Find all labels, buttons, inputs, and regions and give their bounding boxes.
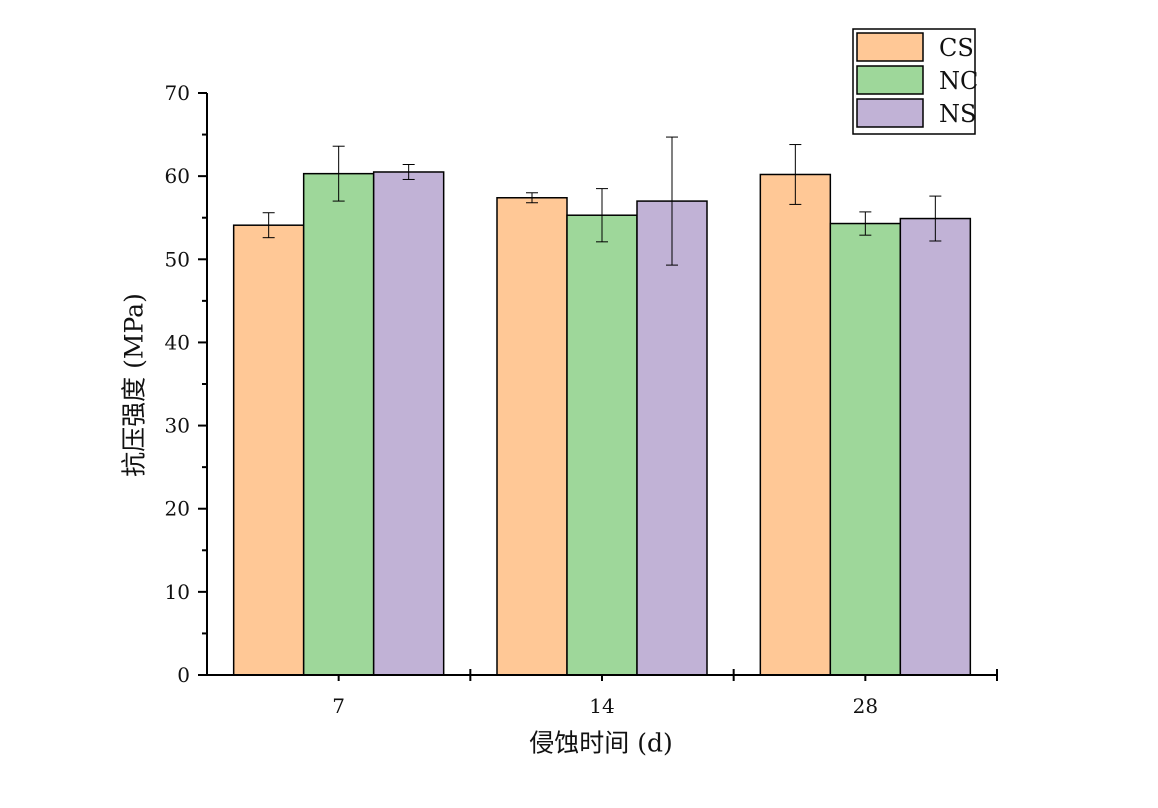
- error-bar-ns-7: [402, 164, 415, 180]
- bar-nc-14: [566, 214, 638, 676]
- legend-label-nc: NC: [939, 67, 978, 95]
- y-tick-label-50: 50: [165, 247, 190, 271]
- x-axis-title: 侵蚀时间 (d): [529, 729, 672, 758]
- bar-ns-14: [636, 200, 708, 676]
- bar-nc-7: [302, 172, 375, 676]
- y-tick-label-0: 0: [177, 663, 190, 687]
- legend-swatch-nc: [856, 65, 924, 95]
- x-tick-label-7: 7: [332, 694, 345, 718]
- error-bar-cs-14: [526, 192, 538, 204]
- bar-cs-14: [496, 197, 568, 676]
- bars-layer: [232, 171, 972, 676]
- bar-cs-7: [232, 224, 305, 676]
- legend: CS NC NS: [852, 28, 978, 135]
- x-tick-label-14: 14: [589, 694, 614, 718]
- bar-nc-28: [829, 222, 902, 676]
- legend-label-ns: NS: [939, 100, 976, 128]
- y-tick-label-60: 60: [165, 164, 190, 188]
- legend-label-cs: CS: [939, 34, 974, 62]
- error-bars-layer: [262, 136, 942, 266]
- y-tick-label-40: 40: [165, 330, 190, 354]
- legend-swatch-cs: [856, 32, 924, 62]
- bar-cs-28: [759, 173, 832, 676]
- error-bar-cs-7: [262, 212, 275, 239]
- error-bar-nc-14: [596, 188, 608, 243]
- error-bar-ns-14: [666, 136, 678, 266]
- x-tick-label-28: 28: [853, 694, 878, 718]
- error-bar-nc-7: [332, 145, 345, 202]
- y-axis-title: 抗压强度 (MPa): [120, 293, 149, 477]
- legend-swatch-ns: [856, 98, 924, 128]
- error-bar-cs-28: [789, 144, 802, 205]
- error-bar-nc-28: [859, 211, 872, 236]
- y-tick-label-70: 70: [165, 81, 190, 105]
- bar-ns-7: [372, 171, 445, 676]
- error-bar-ns-28: [929, 195, 942, 242]
- y-tick-label-10: 10: [165, 580, 190, 604]
- y-tick-label-30: 30: [165, 414, 190, 438]
- y-tick-label-20: 20: [165, 497, 190, 521]
- bar-ns-28: [899, 217, 972, 676]
- axes-layer: 0 10 20 30 40 50 60 70 7 14 28: [165, 81, 998, 718]
